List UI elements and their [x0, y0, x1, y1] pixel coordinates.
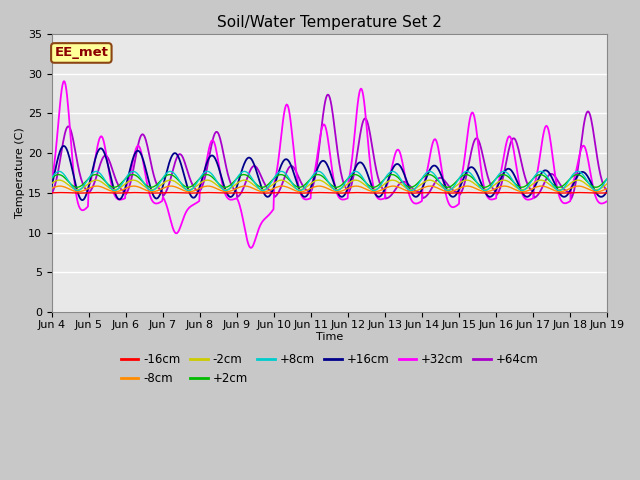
Y-axis label: Temperature (C): Temperature (C) — [15, 128, 25, 218]
Text: EE_met: EE_met — [54, 47, 108, 60]
Title: Soil/Water Temperature Set 2: Soil/Water Temperature Set 2 — [217, 15, 442, 30]
Legend: -16cm, -8cm, -2cm, +2cm, +8cm, +16cm, +32cm, +64cm: -16cm, -8cm, -2cm, +2cm, +8cm, +16cm, +3… — [116, 348, 543, 390]
X-axis label: Time: Time — [316, 333, 343, 342]
